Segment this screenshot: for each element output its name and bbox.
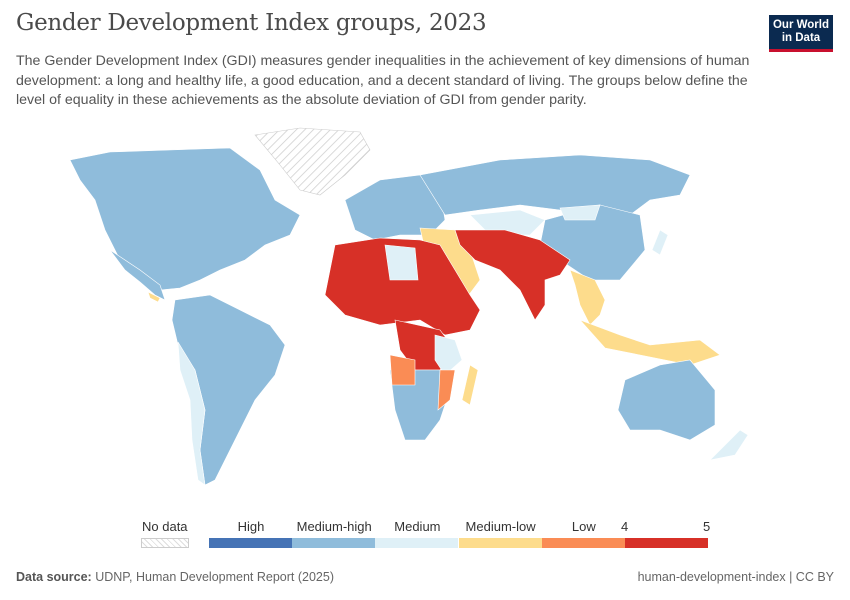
legend-swatch-4[interactable]	[541, 538, 625, 548]
legend-label-4: Low	[571, 519, 596, 534]
legend-no-data-label: No data	[142, 519, 188, 534]
region-greenland[interactable]	[254, 127, 371, 196]
legend-label-3: Medium-low	[465, 519, 536, 534]
region-andes[interactable]	[177, 341, 206, 486]
region-southeast-asia[interactable]	[569, 269, 606, 326]
region-australia[interactable]	[617, 359, 716, 441]
region-angola[interactable]	[389, 354, 416, 386]
region-indonesia[interactable]	[579, 319, 721, 366]
region-libya[interactable]	[384, 244, 419, 281]
region-mozambique[interactable]	[437, 369, 456, 411]
legend-swatch-3[interactable]	[458, 538, 542, 548]
legend-swatch-1[interactable]	[292, 538, 376, 548]
legend-label-2: Medium	[394, 519, 441, 534]
region-north-america[interactable]	[69, 147, 301, 291]
region-mongolia[interactable]	[559, 204, 601, 221]
page-title: Gender Development Index groups, 2023	[16, 10, 487, 36]
region-mexico[interactable]	[109, 249, 166, 301]
legend-label-0: High	[237, 519, 265, 534]
region-japan[interactable]	[651, 229, 669, 256]
region-central-america[interactable]	[147, 291, 161, 303]
region-russia[interactable]	[419, 154, 691, 216]
subtitle: The Gender Development Index (GDI) measu…	[16, 53, 750, 108]
data-source: Data source: UDNP, Human Development Rep…	[16, 570, 334, 584]
legend-tick-4: 4	[621, 519, 629, 534]
region-south-asia[interactable]	[454, 229, 571, 321]
region-madagascar[interactable]	[461, 364, 479, 406]
legend-label-1: Medium-high	[296, 519, 372, 534]
legend-swatch-0[interactable]	[209, 538, 292, 548]
license[interactable]: human-development-index | CC BY	[637, 570, 834, 584]
owid-logo[interactable]: Our World in Data	[769, 15, 833, 52]
legend-no-data-swatch[interactable]	[141, 538, 189, 548]
legend-label-5: 5	[703, 519, 711, 534]
legend-swatch-5[interactable]	[625, 538, 708, 548]
region-north-africa[interactable]	[324, 237, 481, 336]
legend-swatch-2[interactable]	[375, 538, 459, 548]
region-europe[interactable]	[344, 174, 446, 241]
region-east-africa[interactable]	[434, 334, 463, 376]
world-map[interactable]	[0, 120, 850, 510]
region-new-zealand[interactable]	[709, 429, 749, 461]
